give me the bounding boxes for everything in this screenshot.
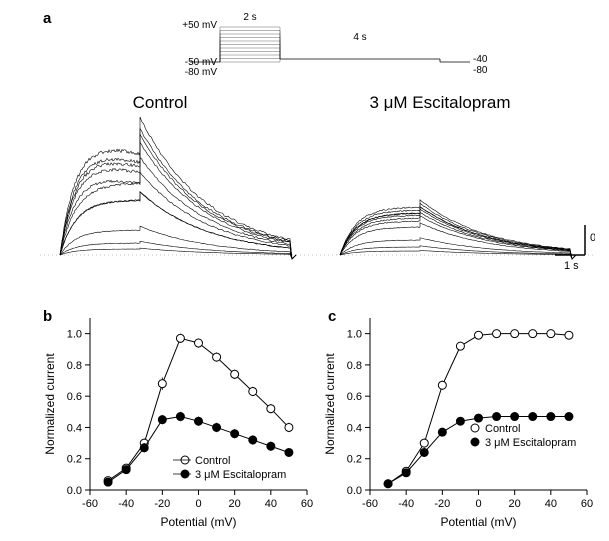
svg-text:Control: Control [133,93,188,112]
svg-text:0.8: 0.8 [347,360,362,372]
svg-text:20: 20 [509,498,521,510]
svg-text:2 s: 2 s [243,12,256,23]
panel-a-label: a [43,10,51,27]
voltage-protocol-diagram: 2 s4 s+50 mV-50 mV-80 mV-40 mV-80 mV [130,12,490,82]
svg-text:Normalized current: Normalized current [323,353,337,455]
svg-text:3 μM Escitalopram: 3 μM Escitalopram [485,437,576,449]
panel-b-chart: -60 -40 -20 0 20 40 60 0.0 0.2 0.4 0.6 0.8 1.0 Potent… [40,310,315,530]
svg-text:0.0: 0.0 [67,485,82,497]
svg-text:-40 mV: -40 mV [473,54,490,65]
svg-text:0: 0 [195,498,201,510]
panel-c-chart: -60 -40 -20 0 20 40 60 0.0 0.2 0.4 0.6 0.8 1.0 Potent… [320,310,595,530]
svg-text:1.0: 1.0 [67,329,82,341]
svg-text:1 s: 1 s [564,260,579,272]
svg-text:3 μM Escitalopram: 3 μM Escitalopram [369,93,510,112]
svg-text:0.4: 0.4 [67,422,82,434]
svg-text:40: 40 [545,498,557,510]
svg-text:60: 60 [581,498,593,510]
svg-text:-80 mV: -80 mV [473,65,490,76]
svg-text:-60: -60 [362,498,378,510]
svg-text:Potential (mV): Potential (mV) [160,515,236,529]
svg-text:+50 mV: +50 mV [182,20,217,31]
svg-text:-20: -20 [154,498,170,510]
svg-text:4 s: 4 s [353,32,366,43]
svg-text:Control: Control [195,455,230,467]
svg-text:0: 0 [475,498,481,510]
svg-text:-40: -40 [118,498,134,510]
svg-text:0.5 nA: 0.5 nA [590,232,595,244]
svg-text:20: 20 [229,498,241,510]
current-traces: Control 3 μM Escitalopram 0.5 nA 1 s [40,90,595,300]
svg-text:-80 mV: -80 mV [185,67,218,78]
figure: a b c 2 s4 s+50 mV-50 mV-80 mV-40 mV-80 … [10,10,599,531]
svg-text:Normalized current: Normalized current [43,353,57,455]
svg-text:0.8: 0.8 [67,360,82,372]
svg-text:60: 60 [301,498,313,510]
svg-text:0.2: 0.2 [347,454,362,466]
svg-text:0.2: 0.2 [67,454,82,466]
svg-text:3 μM Escitalopram: 3 μM Escitalopram [195,469,286,481]
svg-text:Potential (mV): Potential (mV) [440,515,516,529]
svg-text:0.0: 0.0 [347,485,362,497]
svg-text:40: 40 [265,498,277,510]
svg-text:0.4: 0.4 [347,422,362,434]
svg-text:-20: -20 [434,498,450,510]
svg-text:0.6: 0.6 [347,391,362,403]
svg-text:0.6: 0.6 [67,391,82,403]
svg-text:1.0: 1.0 [347,329,362,341]
svg-text:-60: -60 [82,498,98,510]
svg-text:Control: Control [485,423,520,435]
svg-text:-40: -40 [398,498,414,510]
